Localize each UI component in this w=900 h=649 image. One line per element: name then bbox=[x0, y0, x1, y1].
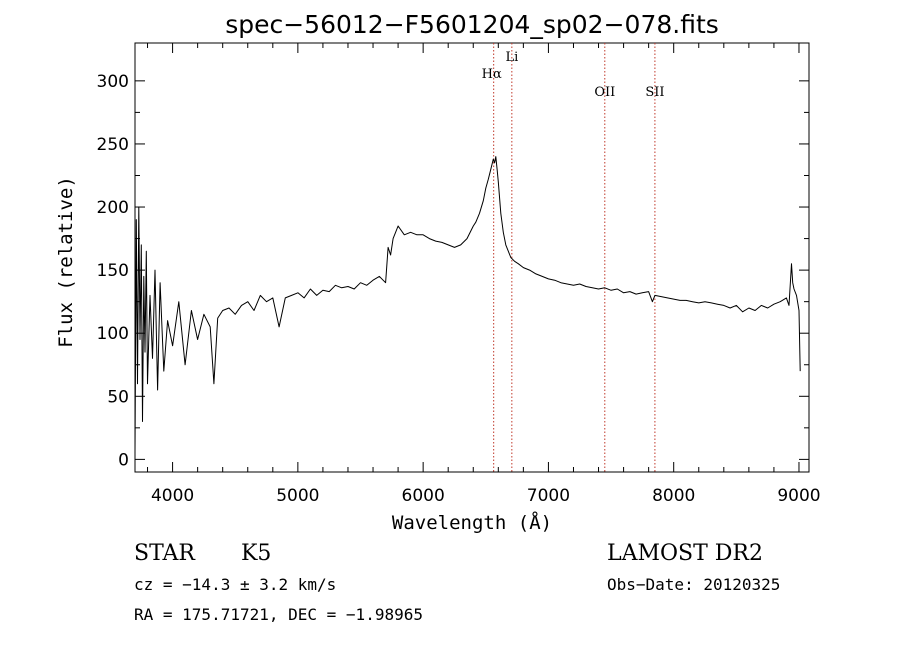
annotation-label: OII bbox=[594, 85, 615, 100]
y-tick-label: 150 bbox=[97, 261, 129, 281]
spectrum-series bbox=[134, 156, 801, 454]
obs-date: Obs−Date: 20120325 bbox=[607, 575, 780, 594]
x-axis-label: Wavelength (Å) bbox=[392, 511, 552, 534]
survey-name: LAMOST DR2 bbox=[607, 541, 763, 566]
x-tick-label: 7000 bbox=[527, 486, 570, 506]
annotation-label: Li bbox=[505, 50, 518, 65]
coordinates: RA = 175.71721, DEC = −1.98965 bbox=[134, 605, 423, 624]
y-axis-label: Flux (relative) bbox=[55, 176, 77, 348]
x-axis-ticks: 4000 5000 6000 7000 8000 9000 bbox=[147, 43, 821, 506]
annotation-label: Hα bbox=[482, 67, 502, 82]
y-tick-label: 0 bbox=[118, 450, 129, 470]
y-tick-label: 300 bbox=[97, 72, 129, 92]
x-tick-label: 4000 bbox=[151, 486, 194, 506]
object-class: STAR bbox=[134, 541, 196, 566]
annotation-label: SII bbox=[645, 85, 664, 100]
y-tick-label: 50 bbox=[107, 387, 129, 407]
y-tick-label: 100 bbox=[97, 324, 129, 344]
chart-title: spec−56012−F5601204_sp02−078.fits bbox=[225, 10, 719, 39]
y-axis-ticks: 0 50 100 150 200 250 300 bbox=[97, 72, 809, 470]
y-tick-label: 200 bbox=[97, 198, 129, 218]
x-tick-label: 8000 bbox=[652, 486, 695, 506]
cz-value: cz = −14.3 ± 3.2 km/s bbox=[134, 575, 336, 594]
object-subclass: K5 bbox=[241, 541, 271, 566]
series-line bbox=[134, 156, 801, 454]
y-tick-label: 250 bbox=[97, 135, 129, 155]
x-tick-label: 9000 bbox=[777, 486, 820, 506]
x-tick-label: 6000 bbox=[402, 486, 445, 506]
x-tick-label: 5000 bbox=[276, 486, 319, 506]
plot-frame bbox=[134, 42, 810, 473]
